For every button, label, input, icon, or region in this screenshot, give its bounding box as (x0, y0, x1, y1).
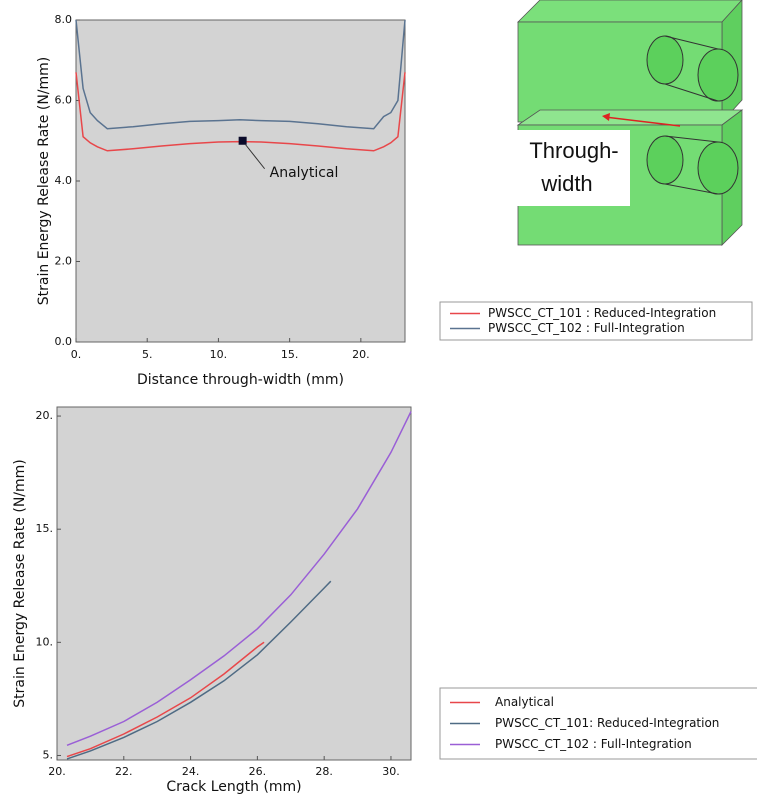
legend-label: PWSCC_CT_101: Reduced-Integration (495, 716, 719, 730)
x-tick-label: 26. (249, 765, 267, 778)
x-tick-label: 28. (315, 765, 333, 778)
y-axis-title: Strain Energy Release Rate (N/mm) (36, 57, 52, 305)
y-tick-label: 0.0 (55, 335, 73, 348)
x-axis-title: Distance through-width (mm) (137, 372, 344, 388)
pin-hole (698, 49, 738, 101)
y-tick-label: 8.0 (55, 13, 73, 26)
figure: Through- width 0.0 2.0 4.0 6.0 8.0 0. 5. 10. 15.… (0, 0, 757, 796)
x-tick-label: 5. (142, 348, 153, 361)
x-tick-label: 15. (281, 348, 299, 361)
x-tick-label: 24. (182, 765, 200, 778)
legend-label: PWSCC_CT_101 : Reduced-Integration (488, 306, 716, 320)
x-tick-label: 22. (115, 765, 133, 778)
x-axis-title: Crack Length (mm) (166, 779, 301, 795)
y-tick-label: 10. (36, 635, 54, 648)
block-top (518, 0, 742, 22)
specimen-diagram: Through- width (517, 0, 742, 245)
legend-label: PWSCC_CT_102 : Full-Integration (488, 321, 685, 335)
legend-label: PWSCC_CT_102 : Full-Integration (495, 737, 692, 751)
x-tick-label: 30. (382, 765, 400, 778)
y-tick-label: 5. (43, 748, 54, 761)
pin-hole (647, 136, 683, 184)
annotation-text: Analytical (270, 165, 339, 181)
crack-plane (518, 110, 742, 125)
x-tick-label: 20. (48, 765, 66, 778)
y-axis-title: Strain Energy Release Rate (N/mm) (12, 459, 28, 707)
y-tick-label: 15. (36, 522, 54, 535)
y-tick-label: 20. (36, 409, 54, 422)
diagram-label: width (540, 171, 592, 196)
diagram-label: Through- (529, 138, 618, 163)
x-tick-label: 20. (352, 348, 370, 361)
annotation-marker (239, 137, 247, 145)
x-tick-label: 10. (210, 348, 228, 361)
pin-hole (698, 142, 738, 194)
y-tick-label: 4.0 (55, 174, 73, 187)
plot-area (57, 407, 411, 760)
plot-area (76, 20, 405, 342)
y-tick-label: 2.0 (55, 255, 73, 268)
upper-block (518, 22, 722, 122)
pin-hole (647, 36, 683, 84)
x-tick-label: 0. (71, 348, 82, 361)
legend-label: Analytical (495, 695, 554, 709)
y-tick-label: 6.0 (55, 94, 73, 107)
